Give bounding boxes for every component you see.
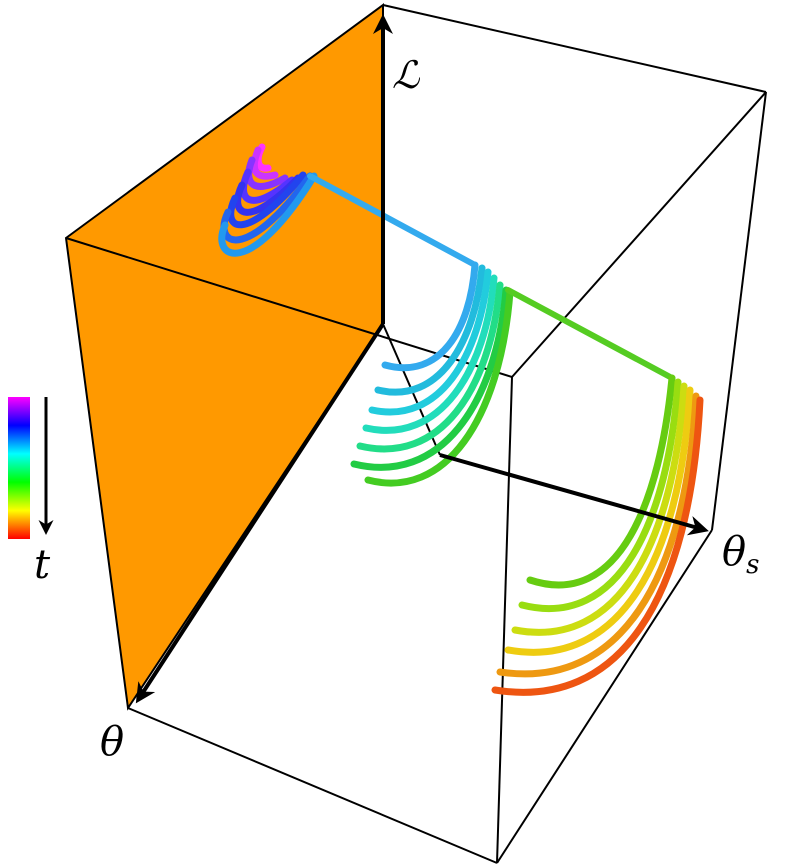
trajectory-segment — [240, 168, 296, 204]
axes — [135, 14, 709, 704]
trajectory-segment — [491, 396, 704, 696]
trajectory-segment — [356, 281, 504, 453]
trajectory-segment — [350, 286, 510, 471]
trajectory-segment — [234, 174, 302, 216]
trajectory-segment — [250, 146, 279, 180]
colorbar-label: t — [34, 542, 51, 588]
trajectory-segment — [496, 392, 700, 678]
colorbar: t — [8, 397, 54, 588]
trajectory-segment — [218, 172, 318, 257]
vertical-axis-label: ℒ — [392, 53, 421, 97]
trajectory-segment — [307, 173, 478, 268]
trajectory-segment — [374, 264, 486, 396]
trajectory-segment — [362, 274, 498, 434]
trajectory-segment — [227, 171, 307, 229]
trajectory-segment — [381, 261, 479, 372]
trajectory-segment — [245, 156, 289, 190]
trajectory-segment — [504, 386, 694, 656]
trajectory-segment — [368, 268, 492, 416]
trajectory — [218, 143, 704, 696]
left-axis-arrow — [135, 322, 385, 704]
trajectory-segment — [518, 378, 682, 613]
trajectory-segment — [364, 288, 514, 487]
right-axis-arrow — [439, 453, 709, 536]
orange-plane — [64, 3, 384, 711]
trajectory-segment — [526, 374, 676, 589]
right-axis-label: θs — [722, 529, 759, 580]
bounding-box — [65, 4, 767, 864]
left-axis-label: θ — [100, 719, 124, 765]
colorbar-gradient — [8, 397, 30, 539]
trajectory-segment — [505, 287, 675, 381]
trajectory-segment — [511, 382, 688, 636]
